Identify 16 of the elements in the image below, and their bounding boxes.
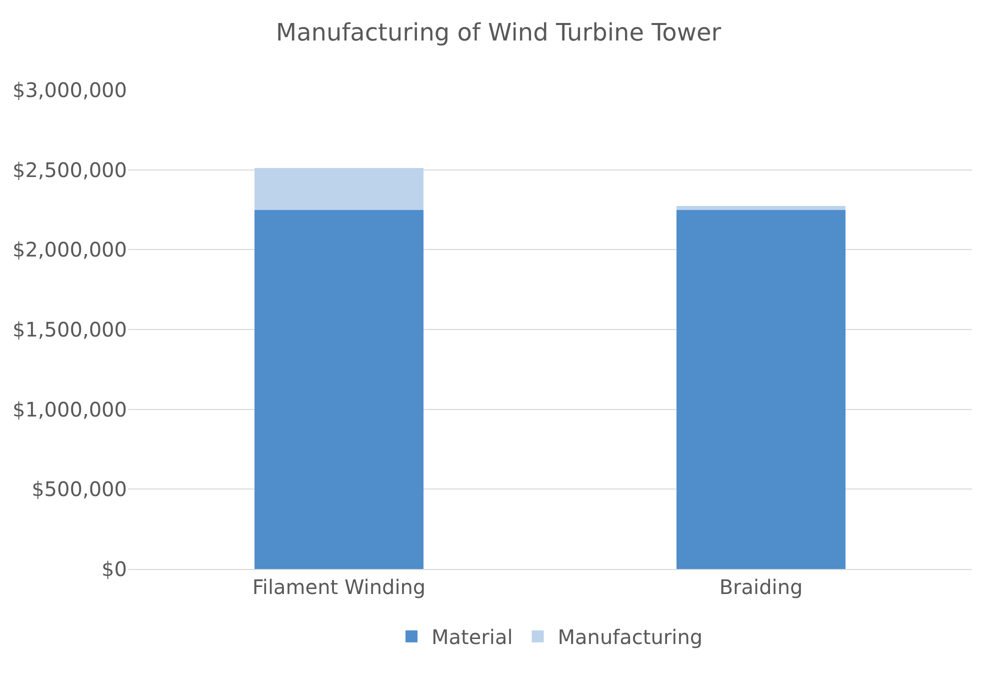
y-tick-label: $1,000,000 (12, 397, 127, 422)
legend-label: Manufacturing (558, 625, 703, 650)
bar (676, 210, 846, 569)
y-tick-label: $0 (102, 557, 127, 581)
bar (254, 168, 424, 210)
legend-label: Material (432, 625, 513, 650)
y-tick-label: $2,500,000 (12, 158, 127, 182)
y-tick-label: $500,000 (32, 477, 127, 502)
chart-title: Manufacturing of Wind Turbine Tower (276, 18, 722, 47)
bar (254, 210, 424, 569)
y-tick-label: $1,500,000 (12, 318, 127, 342)
y-tick-label: $3,000,000 (12, 78, 127, 102)
x-tick-label: Filament Winding (252, 575, 426, 600)
bar (676, 206, 846, 210)
x-tick-label: Braiding (719, 575, 803, 600)
y-tick-label: $2,000,000 (12, 238, 127, 262)
